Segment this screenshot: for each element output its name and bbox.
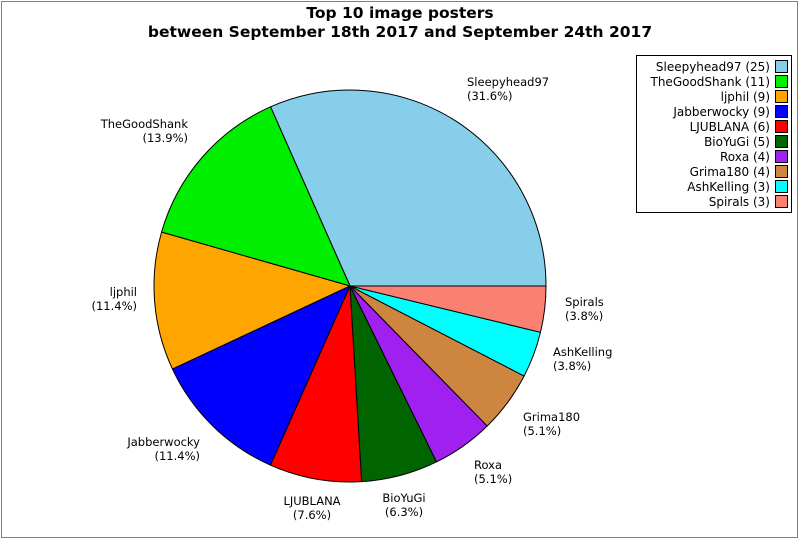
legend-item-jabberwocky: Jabberwocky (9) [641,104,788,119]
legend-label: Sleepyhead97 (25) [655,59,770,74]
slice-label-ashkelling: AshKelling (3.8%) [553,345,613,373]
legend-label: TheGoodShank (11) [650,74,771,89]
legend-label: Jabberwocky (9) [673,104,770,119]
slice-label-percent: (3.8%) [565,308,604,323]
slice-label-jabberwocky: Jabberwocky (11.4%) [127,435,200,463]
slice-label-name: Grima180 [523,410,581,424]
slice-label-percent: (11.4%) [154,448,200,463]
slice-label-name: Jabberwocky [127,435,200,449]
legend-label: AshKelling (3) [687,179,770,194]
legend-item-sleepyhead97: Sleepyhead97 (25) [641,59,788,74]
slice-label-bioyugi: BioYuGi (6.3%) [382,491,426,519]
legend-label: BioYuGi (5) [704,134,770,149]
pie-slice-ljublana [270,285,363,483]
pie-slice-sleepyhead97 [270,89,547,287]
legend-swatch [775,195,788,208]
slice-label-roxa: Roxa (5.1%) [474,458,513,486]
legend-item-ljublana: LJUBLANA (6) [641,119,788,134]
legend-swatch [775,105,788,118]
legend-item-grima180: Grima180 (4) [641,164,788,179]
slice-label-name: Roxa [474,458,503,472]
legend-item-spirals: Spirals (3) [641,194,788,209]
slice-label-percent: (7.6%) [292,507,332,522]
legend-label: Roxa (4) [719,149,770,164]
slice-label-sleepyhead97: Sleepyhead97 (31.6%) [467,75,550,103]
legend-item-thegoodshank: TheGoodShank (11) [641,74,788,89]
legend-swatch [775,165,788,178]
chart-title: Top 10 image posters between September 1… [0,4,800,42]
slice-label-percent: (6.3%) [384,504,424,519]
legend-label: ljphil (9) [720,89,770,104]
slice-label-percent: (3.8%) [553,358,592,373]
legend: Sleepyhead97 (25) TheGoodShank (11) ljphil… [636,55,792,213]
slice-label-percent: (5.1%) [523,423,562,438]
slice-label-thegoodshank: TheGoodShank (13.9%) [100,117,188,145]
slice-label-ljublana: LJUBLANA (7.6%) [283,494,341,522]
legend-swatch [775,60,788,73]
legend-label: LJUBLANA (6) [689,119,770,134]
legend-swatch [775,150,788,163]
slice-label-name: TheGoodShank [100,117,188,131]
legend-item-ljphil: ljphil (9) [641,89,788,104]
slice-label-ljphil: ljphil (11.4%) [91,285,137,313]
pie-slice-jabberwocky [171,285,351,466]
slice-label-grima180: Grima180 (5.1%) [523,410,581,438]
chart-title-line1: Top 10 image posters [306,4,494,22]
legend-label: Grima180 (4) [689,164,770,179]
chart-title-line2: between September 18th 2017 and Septembe… [147,23,653,41]
slice-label-percent: (13.9%) [142,130,188,145]
pie-slice-ljphil [153,231,351,370]
slice-label-percent: (31.6%) [467,88,513,103]
slice-label-percent: (11.4%) [91,298,137,313]
legend-label: Spirals (3) [708,194,770,209]
legend-swatch [775,90,788,103]
slice-label-name: AshKelling [553,345,613,359]
pie-slice-spirals [349,285,547,333]
legend-swatch [775,135,788,148]
slice-label-name: BioYuGi [382,491,426,505]
slice-label-spirals: Spirals (3.8%) [565,295,604,323]
slice-label-name: Sleepyhead97 [467,75,550,89]
legend-item-ashkelling: AshKelling (3) [641,179,788,194]
legend-swatch [775,120,788,133]
slice-label-name: Spirals [565,295,604,309]
legend-swatch [775,180,788,193]
legend-item-bioyugi: BioYuGi (5) [641,134,788,149]
legend-swatch [775,75,788,88]
slice-label-name: ljphil [109,285,137,299]
legend-item-roxa: Roxa (4) [641,149,788,164]
slice-label-percent: (5.1%) [474,471,513,486]
pie-slice-thegoodshank [161,106,351,287]
slice-label-name: LJUBLANA [283,494,341,508]
